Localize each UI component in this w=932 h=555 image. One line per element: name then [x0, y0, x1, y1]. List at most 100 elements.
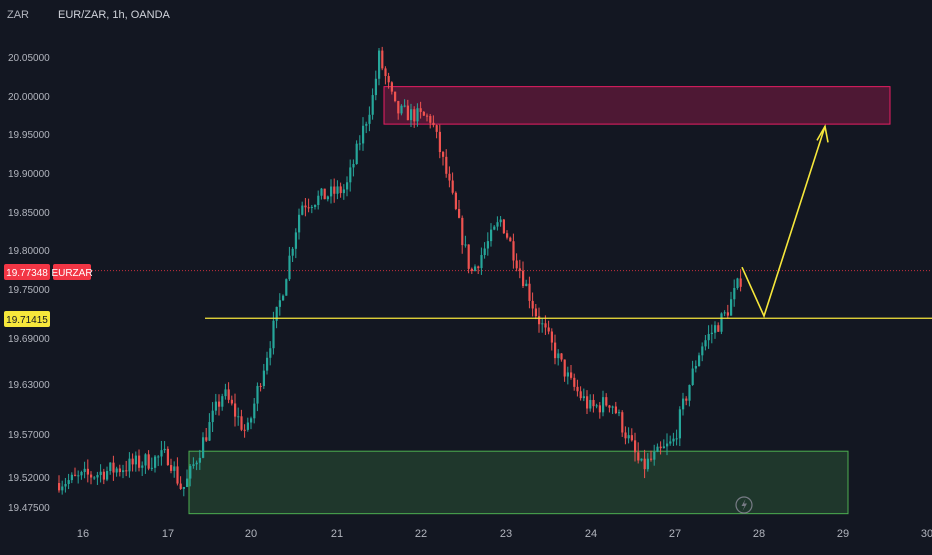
candle-body: [298, 214, 301, 233]
y-tick-label: 20.05000: [8, 53, 50, 64]
resistance-zone[interactable]: [383, 86, 891, 125]
candle-body: [470, 268, 473, 271]
candle-body: [547, 327, 550, 332]
candle-body: [531, 300, 534, 309]
candle-body: [77, 475, 80, 477]
candle-body: [390, 82, 393, 92]
candle-body: [115, 468, 118, 473]
candle-body: [525, 283, 528, 287]
candle-body: [701, 346, 704, 356]
candle-body: [125, 470, 128, 472]
candle-body: [186, 478, 189, 487]
candle-body: [339, 186, 342, 194]
candle-body: [557, 353, 560, 359]
candle-body: [534, 308, 537, 317]
candle-body: [202, 437, 205, 458]
candle-body: [461, 217, 464, 246]
candle-body: [403, 105, 406, 107]
candle-body: [573, 377, 576, 387]
candle-body: [109, 462, 112, 472]
lightning-icon[interactable]: [735, 496, 753, 514]
candle-body: [477, 266, 480, 269]
level-price-badge-bg: [4, 311, 50, 327]
candle-body: [224, 389, 227, 397]
candle-body: [669, 441, 672, 444]
candle-body: [122, 470, 125, 473]
y-tick-label: 19.85000: [8, 208, 50, 219]
candle-body: [621, 412, 624, 433]
candle-body: [333, 186, 336, 194]
candle-body: [342, 189, 345, 194]
candle-body: [378, 50, 381, 79]
candle-body: [176, 466, 179, 484]
projection-path[interactable]: [741, 126, 826, 319]
candle-body: [506, 233, 509, 238]
candle-body: [70, 474, 73, 481]
candle-body: [576, 386, 579, 392]
candle-body: [182, 486, 185, 489]
candle-body: [474, 266, 477, 271]
candle-body: [566, 372, 569, 377]
candle-body: [387, 76, 390, 83]
x-tick-label: 27: [669, 528, 681, 540]
candle-body: [346, 182, 349, 190]
candle-body: [582, 396, 585, 399]
candle-body: [314, 205, 317, 207]
candle-body: [726, 312, 729, 316]
candle-body: [704, 340, 707, 347]
candle-body: [304, 205, 307, 208]
candle-body: [285, 279, 288, 296]
candle-body: [723, 312, 726, 314]
symbol-title: EUR/ZAR, 1h, OANDA: [58, 9, 171, 21]
candle-body: [413, 109, 416, 122]
candle-body: [448, 173, 451, 181]
candle-body: [230, 399, 233, 404]
candle-body: [739, 278, 742, 287]
candle-body: [266, 357, 269, 371]
candle-body: [144, 454, 147, 466]
candle-body: [192, 464, 195, 466]
candle-body: [442, 152, 445, 157]
candle-body: [326, 196, 329, 200]
candle-body: [157, 456, 160, 458]
candle-body: [592, 399, 595, 407]
candle-body: [624, 432, 627, 439]
y-tick-label: 19.47500: [8, 503, 50, 514]
x-tick-label: 22: [415, 528, 427, 540]
candle-body: [128, 458, 131, 472]
candle-body: [99, 471, 102, 475]
candle-body: [317, 195, 320, 206]
candle-body: [189, 465, 192, 479]
candle-body: [586, 396, 589, 409]
candle-body: [365, 123, 368, 126]
candle-body: [173, 466, 176, 471]
candle-body: [218, 401, 221, 407]
candle-body: [394, 91, 397, 102]
candle-body: [435, 125, 438, 132]
candle-body: [384, 68, 387, 77]
candle-body: [86, 468, 89, 475]
candle-body: [58, 483, 61, 491]
candle-body: [618, 412, 621, 414]
symbol-badge-bg: [53, 264, 91, 280]
candle-body: [688, 385, 691, 401]
candle-body: [598, 405, 601, 413]
candle-body: [467, 244, 470, 269]
candle-body: [374, 78, 377, 96]
x-tick-label: 24: [585, 528, 597, 540]
y-tick-label: 19.95000: [8, 130, 50, 141]
candle-body: [419, 108, 422, 112]
candle-body: [643, 458, 646, 470]
candle-body: [275, 306, 278, 321]
candle-body: [454, 192, 457, 209]
candle-body: [560, 353, 563, 360]
candle-body: [464, 244, 467, 246]
candle-body: [496, 222, 499, 227]
candle-body: [640, 458, 643, 461]
candle-body: [237, 416, 240, 418]
candle-body: [150, 467, 153, 469]
candle-body: [163, 448, 166, 451]
support-zone[interactable]: [188, 450, 849, 515]
